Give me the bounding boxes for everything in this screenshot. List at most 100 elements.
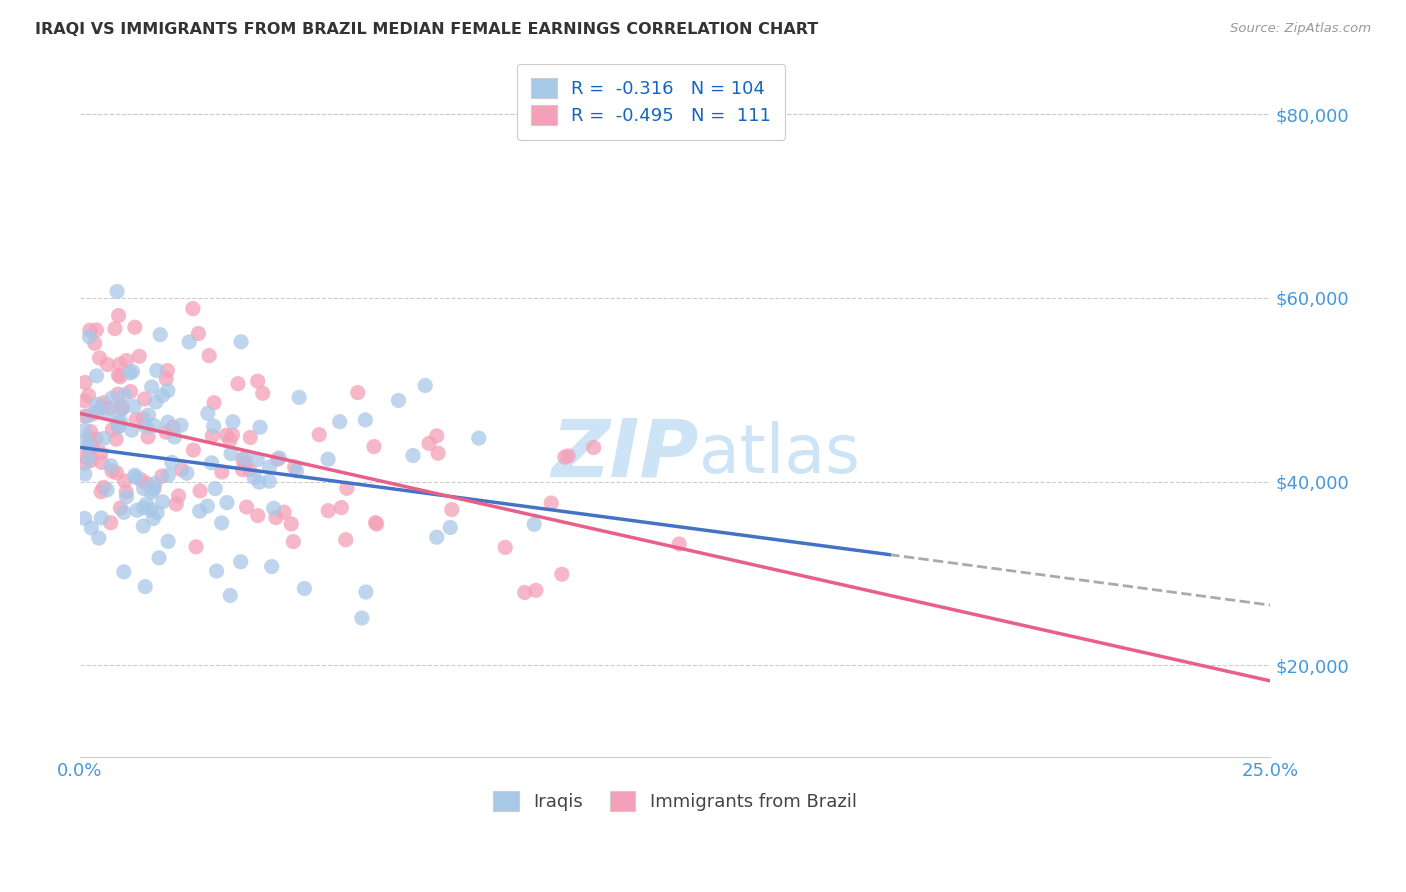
Point	[91, 400, 114, 414]
Point	[107, 416, 129, 430]
Point	[294, 582, 316, 596]
Point	[73, 409, 96, 424]
Point	[167, 489, 190, 503]
Point	[284, 460, 307, 475]
Point	[110, 500, 132, 515]
Point	[86, 397, 108, 411]
Point	[418, 436, 440, 450]
Point	[101, 464, 124, 478]
Point	[232, 452, 254, 467]
Point	[98, 401, 121, 416]
Point	[121, 423, 143, 437]
Point	[115, 485, 138, 500]
Point	[108, 369, 131, 384]
Point	[96, 358, 118, 372]
Point	[335, 533, 357, 547]
Point	[77, 388, 100, 402]
Point	[145, 363, 167, 377]
Point	[111, 401, 134, 416]
Point	[141, 485, 163, 500]
Point	[346, 385, 368, 400]
Point	[86, 323, 108, 337]
Point	[668, 537, 690, 551]
Point	[195, 499, 218, 513]
Point	[73, 450, 96, 464]
Point	[524, 583, 547, 598]
Point	[86, 368, 108, 383]
Point	[90, 484, 112, 499]
Point	[211, 465, 233, 479]
Point	[249, 420, 271, 434]
Point	[259, 460, 281, 475]
Point	[252, 386, 274, 401]
Point	[121, 365, 143, 379]
Point	[107, 419, 129, 434]
Point	[73, 423, 96, 437]
Point	[77, 409, 100, 423]
Point	[87, 531, 110, 545]
Point	[125, 413, 148, 427]
Point	[100, 516, 122, 530]
Point	[100, 391, 122, 405]
Point	[468, 431, 491, 445]
Point	[184, 540, 207, 554]
Point	[202, 419, 225, 434]
Point	[554, 450, 576, 465]
Point	[329, 415, 352, 429]
Point	[288, 390, 311, 404]
Point	[90, 511, 112, 525]
Point	[150, 388, 173, 402]
Point	[246, 452, 269, 467]
Point	[155, 425, 177, 439]
Point	[142, 511, 165, 525]
Point	[222, 415, 245, 429]
Point	[146, 506, 169, 520]
Point	[160, 455, 183, 469]
Point	[226, 376, 249, 391]
Point	[111, 401, 134, 415]
Point	[157, 534, 180, 549]
Legend: Iraqis, Immigrants from Brazil: Iraqis, Immigrants from Brazil	[481, 779, 869, 823]
Point	[73, 393, 96, 408]
Point	[124, 468, 146, 483]
Point	[239, 430, 262, 444]
Point	[110, 399, 132, 413]
Text: atlas: atlas	[699, 421, 859, 487]
Point	[283, 534, 305, 549]
Point	[143, 476, 166, 491]
Point	[125, 503, 148, 517]
Point	[77, 452, 100, 467]
Point	[101, 422, 124, 436]
Point	[439, 520, 461, 534]
Point	[132, 411, 155, 425]
Point	[221, 428, 243, 442]
Point	[141, 380, 163, 394]
Point	[129, 473, 152, 487]
Point	[134, 392, 156, 406]
Point	[79, 329, 101, 343]
Point	[366, 516, 388, 531]
Point	[211, 516, 233, 530]
Point	[107, 309, 129, 323]
Point	[413, 378, 436, 392]
Point	[264, 510, 287, 524]
Point	[513, 585, 536, 599]
Point	[427, 446, 450, 460]
Point	[280, 516, 302, 531]
Point	[183, 443, 205, 458]
Point	[114, 474, 136, 488]
Point	[155, 372, 177, 386]
Point	[90, 456, 112, 470]
Point	[247, 475, 270, 490]
Point	[426, 429, 449, 443]
Point	[135, 419, 157, 434]
Point	[97, 405, 120, 419]
Point	[181, 301, 204, 316]
Point	[132, 500, 155, 515]
Point	[197, 406, 219, 420]
Point	[115, 490, 138, 504]
Point	[124, 470, 146, 484]
Point	[170, 463, 193, 477]
Text: ZIP: ZIP	[551, 415, 699, 493]
Point	[80, 439, 103, 453]
